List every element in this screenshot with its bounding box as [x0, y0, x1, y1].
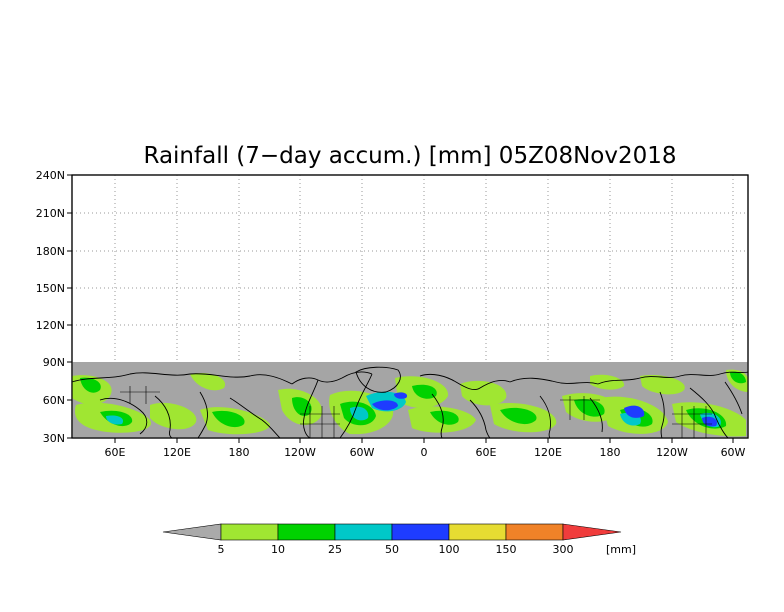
gridlines: [72, 175, 748, 362]
y-tick-label: 210N: [36, 207, 65, 220]
x-tick-label: 60E: [105, 446, 126, 459]
y-tick-label: 240N: [36, 169, 65, 182]
rainfall-data-band: [71, 362, 749, 439]
colorbar-legend: 5 10 25 50 100 150 300 [mm]: [162, 523, 636, 556]
colorbar-label: 50: [385, 543, 399, 556]
colorbar-min-arrow: [162, 523, 222, 541]
y-axis-labels: 240N 210N 180N 150N 120N 90N 60N 30N: [36, 169, 65, 445]
y-tick-label: 180N: [36, 245, 65, 258]
map-title: Rainfall (7−day accum.) [mm] 05Z08Nov201…: [143, 143, 676, 169]
x-tick-label: 60W: [721, 446, 746, 459]
x-tick-label: 120E: [534, 446, 562, 459]
x-axis-labels: 60E 120E 180 120W 60W 0 60E 120E 180 120…: [105, 446, 746, 459]
y-tick-label: 90N: [43, 356, 65, 369]
x-tick-label: 0: [421, 446, 428, 459]
colorbar-swatch: [334, 523, 393, 541]
colorbar-swatch: [220, 523, 279, 541]
y-tick-label: 60N: [43, 394, 65, 407]
colorbar-swatch: [505, 523, 564, 541]
y-tick-label: 120N: [36, 319, 65, 332]
colorbar-unit: [mm]: [606, 543, 636, 556]
x-tick-label: 120E: [163, 446, 191, 459]
colorbar-label: 100: [439, 543, 460, 556]
rain-50-100mm: [372, 392, 718, 427]
x-tick-label: 60E: [476, 446, 497, 459]
colorbar-label: 25: [328, 543, 342, 556]
colorbar-label: 5: [218, 543, 225, 556]
colorbar-label: 150: [496, 543, 517, 556]
x-tick-label: 120W: [284, 446, 316, 459]
colorbar-swatch: [391, 523, 450, 541]
colorbar-label: 300: [553, 543, 574, 556]
x-tick-label: 120W: [656, 446, 688, 459]
y-tick-label: 30N: [43, 432, 65, 445]
colorbar-swatch: [277, 523, 336, 541]
x-tick-label: 180: [600, 446, 621, 459]
colorbar-swatch: [448, 523, 507, 541]
x-tick-label: 60W: [350, 446, 375, 459]
x-tick-label: 180: [229, 446, 250, 459]
colorbar-max-arrow: [562, 523, 622, 541]
x-tick-marks: [114, 438, 734, 443]
colorbar-label: 10: [271, 543, 285, 556]
y-tick-marks: [67, 174, 72, 439]
y-tick-label: 150N: [36, 282, 65, 295]
